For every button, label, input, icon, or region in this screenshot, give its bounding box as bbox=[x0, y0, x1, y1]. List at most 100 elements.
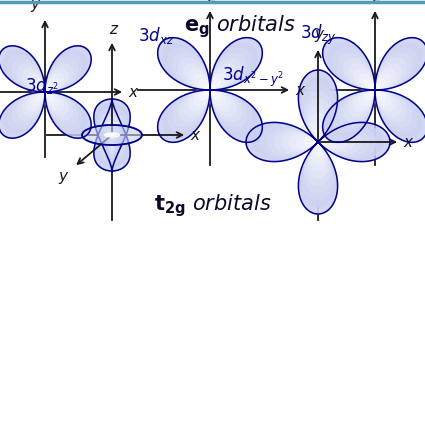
Polygon shape bbox=[365, 79, 375, 90]
Polygon shape bbox=[173, 90, 210, 127]
Polygon shape bbox=[375, 90, 401, 116]
Text: $y$: $y$ bbox=[31, 0, 42, 14]
Polygon shape bbox=[318, 142, 347, 171]
Text: $3d_{z^2}$: $3d_{z^2}$ bbox=[25, 74, 59, 96]
Polygon shape bbox=[45, 78, 59, 92]
Polygon shape bbox=[210, 90, 231, 111]
Polygon shape bbox=[194, 74, 210, 90]
Polygon shape bbox=[318, 142, 390, 214]
Polygon shape bbox=[296, 120, 318, 142]
Polygon shape bbox=[45, 64, 73, 92]
Polygon shape bbox=[103, 117, 121, 153]
Polygon shape bbox=[210, 90, 236, 116]
Polygon shape bbox=[210, 54, 246, 90]
Polygon shape bbox=[375, 90, 417, 132]
Text: $z$: $z$ bbox=[372, 0, 382, 5]
Text: $\mathbf{t_{2g}}$ orbitals: $\mathbf{t_{2g}}$ orbitals bbox=[154, 192, 272, 219]
Polygon shape bbox=[343, 90, 375, 122]
Polygon shape bbox=[45, 92, 54, 101]
Polygon shape bbox=[318, 142, 354, 178]
Polygon shape bbox=[158, 90, 210, 142]
Polygon shape bbox=[289, 142, 318, 171]
Polygon shape bbox=[194, 90, 210, 106]
Polygon shape bbox=[318, 85, 376, 142]
Polygon shape bbox=[168, 90, 210, 132]
Polygon shape bbox=[199, 90, 210, 100]
Polygon shape bbox=[375, 64, 401, 90]
Polygon shape bbox=[13, 92, 45, 125]
Polygon shape bbox=[210, 90, 221, 100]
Polygon shape bbox=[210, 74, 226, 90]
Polygon shape bbox=[22, 69, 45, 92]
Polygon shape bbox=[45, 92, 68, 115]
Polygon shape bbox=[289, 113, 318, 142]
Polygon shape bbox=[210, 90, 215, 95]
Polygon shape bbox=[253, 77, 318, 142]
Polygon shape bbox=[45, 92, 73, 120]
Polygon shape bbox=[354, 69, 375, 90]
Polygon shape bbox=[101, 113, 123, 158]
Polygon shape bbox=[375, 59, 406, 90]
Polygon shape bbox=[375, 90, 391, 106]
Polygon shape bbox=[163, 43, 210, 90]
Polygon shape bbox=[36, 83, 45, 92]
Polygon shape bbox=[45, 88, 50, 92]
Polygon shape bbox=[370, 90, 375, 95]
Polygon shape bbox=[45, 92, 91, 138]
Polygon shape bbox=[323, 90, 375, 142]
Polygon shape bbox=[189, 90, 210, 111]
Polygon shape bbox=[375, 38, 425, 90]
Polygon shape bbox=[199, 79, 210, 90]
Polygon shape bbox=[275, 142, 318, 185]
Polygon shape bbox=[178, 59, 210, 90]
Polygon shape bbox=[375, 90, 425, 142]
Polygon shape bbox=[96, 104, 128, 167]
Polygon shape bbox=[168, 48, 210, 90]
Polygon shape bbox=[375, 69, 396, 90]
Polygon shape bbox=[261, 142, 318, 200]
Text: $x$: $x$ bbox=[128, 85, 139, 99]
Polygon shape bbox=[96, 104, 128, 167]
Polygon shape bbox=[105, 122, 119, 148]
Polygon shape bbox=[45, 69, 68, 92]
Polygon shape bbox=[268, 142, 318, 193]
Polygon shape bbox=[375, 48, 417, 90]
Polygon shape bbox=[318, 113, 347, 142]
Polygon shape bbox=[94, 99, 130, 171]
Polygon shape bbox=[253, 142, 318, 207]
Polygon shape bbox=[210, 69, 231, 90]
Polygon shape bbox=[205, 90, 210, 95]
Polygon shape bbox=[338, 54, 375, 90]
Polygon shape bbox=[296, 142, 318, 164]
Polygon shape bbox=[22, 92, 45, 115]
Polygon shape bbox=[375, 85, 380, 90]
Polygon shape bbox=[318, 142, 325, 149]
Polygon shape bbox=[303, 128, 318, 142]
Text: $3d_{x^2-y^2}$: $3d_{x^2-y^2}$ bbox=[222, 65, 284, 89]
Polygon shape bbox=[94, 99, 130, 171]
Polygon shape bbox=[375, 90, 412, 127]
Polygon shape bbox=[365, 90, 375, 100]
Polygon shape bbox=[163, 90, 210, 137]
Polygon shape bbox=[311, 142, 318, 149]
Polygon shape bbox=[189, 69, 210, 90]
Polygon shape bbox=[40, 92, 45, 96]
Text: $y$: $y$ bbox=[58, 170, 70, 186]
Polygon shape bbox=[375, 43, 422, 90]
Polygon shape bbox=[210, 90, 241, 122]
Polygon shape bbox=[375, 90, 396, 111]
Polygon shape bbox=[173, 54, 210, 90]
Polygon shape bbox=[318, 128, 332, 142]
Polygon shape bbox=[210, 90, 262, 142]
Polygon shape bbox=[282, 106, 318, 142]
Polygon shape bbox=[246, 142, 318, 214]
Polygon shape bbox=[349, 64, 375, 90]
Polygon shape bbox=[359, 90, 375, 106]
Polygon shape bbox=[210, 43, 257, 90]
Polygon shape bbox=[375, 90, 380, 95]
Text: $x$: $x$ bbox=[295, 82, 306, 97]
Polygon shape bbox=[210, 90, 226, 106]
Polygon shape bbox=[17, 92, 45, 120]
Ellipse shape bbox=[104, 132, 120, 138]
Polygon shape bbox=[359, 74, 375, 90]
